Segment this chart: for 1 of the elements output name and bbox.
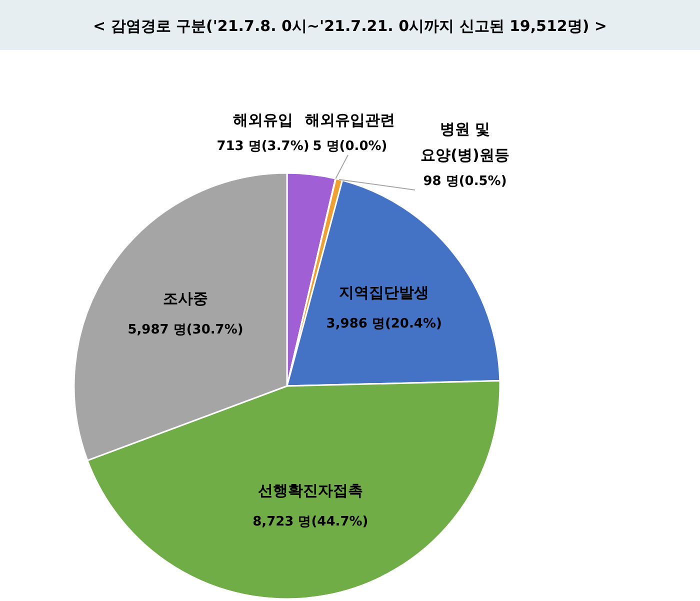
title: < 감염경로 구분('21.7.8. 0시~'21.7.21. 0시까지 신고된 19,512명) >	[92, 17, 608, 35]
